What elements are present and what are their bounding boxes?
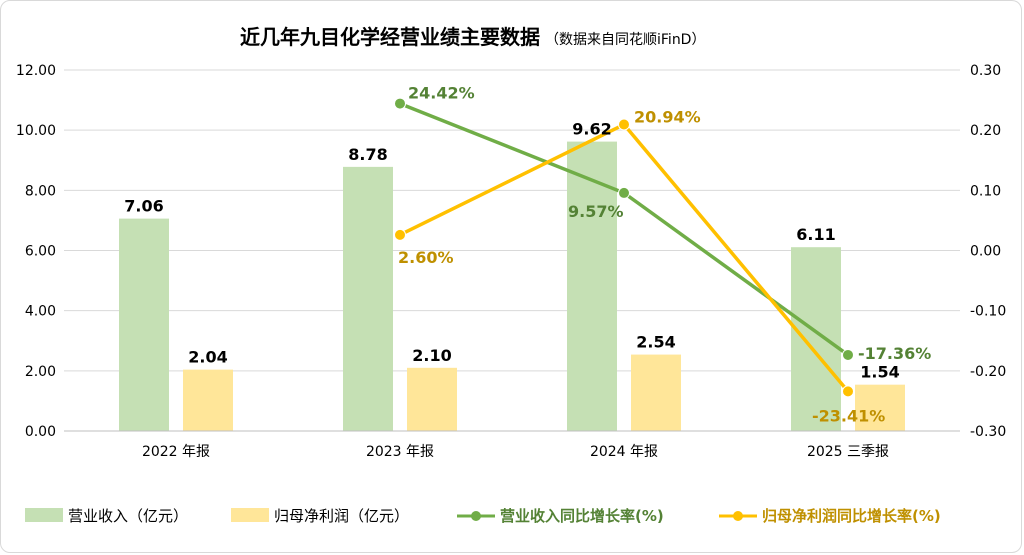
y2-tick-label: -0.10 — [970, 304, 1006, 320]
legend-swatch-net-profit — [231, 508, 269, 522]
line-data-label: -17.36% — [858, 344, 931, 363]
line-data-label: 9.57% — [568, 202, 624, 221]
line-data-label: -23.41% — [812, 406, 885, 425]
bar-data-label: 9.62 — [572, 120, 611, 139]
x-category-label: 2025 三季报 — [807, 444, 889, 460]
line-point — [842, 348, 854, 361]
bar-net-profit — [855, 384, 905, 431]
bar-data-label: 8.78 — [348, 145, 387, 164]
line-point — [394, 97, 406, 110]
y2-tick-label: 0.30 — [970, 63, 1001, 79]
line-data-label: 2.60% — [398, 248, 454, 267]
legend-label-profit-growth: 归母净利润同比增长率(%) — [762, 507, 941, 525]
line-data-label: 20.94% — [634, 108, 701, 127]
y2-tick-label: 0.00 — [970, 244, 1001, 260]
legend-marker-revenue-growth — [471, 511, 481, 521]
y2-tick-label: 0.10 — [970, 183, 1001, 199]
bar-data-label: 2.04 — [188, 348, 227, 367]
x-category-label: 2024 年报 — [590, 444, 658, 460]
x-category-label: 2023 年报 — [366, 444, 434, 460]
line-series-revenue-growth — [399, 101, 850, 357]
legend-label-revenue-growth: 营业收入同比增长率(%) — [500, 507, 664, 525]
line-series-profit-growth — [399, 122, 850, 393]
bar-data-label: 1.54 — [860, 363, 899, 382]
bar-revenue — [119, 218, 169, 431]
y-tick-label: 2.00 — [25, 364, 56, 380]
line-point — [842, 385, 854, 398]
y2-tick-label: -0.20 — [970, 364, 1006, 380]
x-category-label: 2022 年报 — [142, 444, 210, 460]
legend-marker-profit-growth — [733, 511, 743, 521]
bar-data-label: 7.06 — [124, 197, 163, 216]
bar-net-profit — [407, 367, 457, 431]
y-tick-label: 12.00 — [16, 63, 56, 79]
y-tick-label: 0.00 — [25, 424, 56, 440]
y-tick-label: 8.00 — [25, 183, 56, 199]
y-tick-label: 4.00 — [25, 304, 56, 320]
bar-net-profit — [183, 369, 233, 431]
bar-revenue — [791, 247, 841, 431]
y2-tick-label: -0.30 — [970, 424, 1006, 440]
y-tick-label: 6.00 — [25, 244, 56, 260]
y2-tick-label: 0.20 — [970, 123, 1001, 139]
legend-swatch-revenue — [25, 508, 63, 522]
legend-label-net-profit: 归母净利润（亿元） — [274, 507, 409, 525]
bar-revenue — [567, 141, 617, 431]
line-point — [618, 118, 630, 131]
line-point — [618, 186, 630, 199]
bar-data-label: 2.54 — [636, 333, 675, 352]
bar-data-label: 6.11 — [796, 225, 835, 244]
bar-revenue — [343, 166, 393, 431]
chart-subtitle: （数据来自同花顺iFinD） — [545, 32, 705, 48]
bar-data-label: 2.10 — [412, 346, 451, 365]
bar-net-profit — [631, 354, 681, 431]
line-data-label: 24.42% — [408, 84, 475, 103]
chart-title: 近几年九目化学经营业绩主要数据 — [240, 25, 540, 49]
legend-label-revenue: 营业收入（亿元） — [68, 507, 188, 525]
y-tick-label: 10.00 — [16, 123, 56, 139]
line-point — [394, 228, 406, 241]
